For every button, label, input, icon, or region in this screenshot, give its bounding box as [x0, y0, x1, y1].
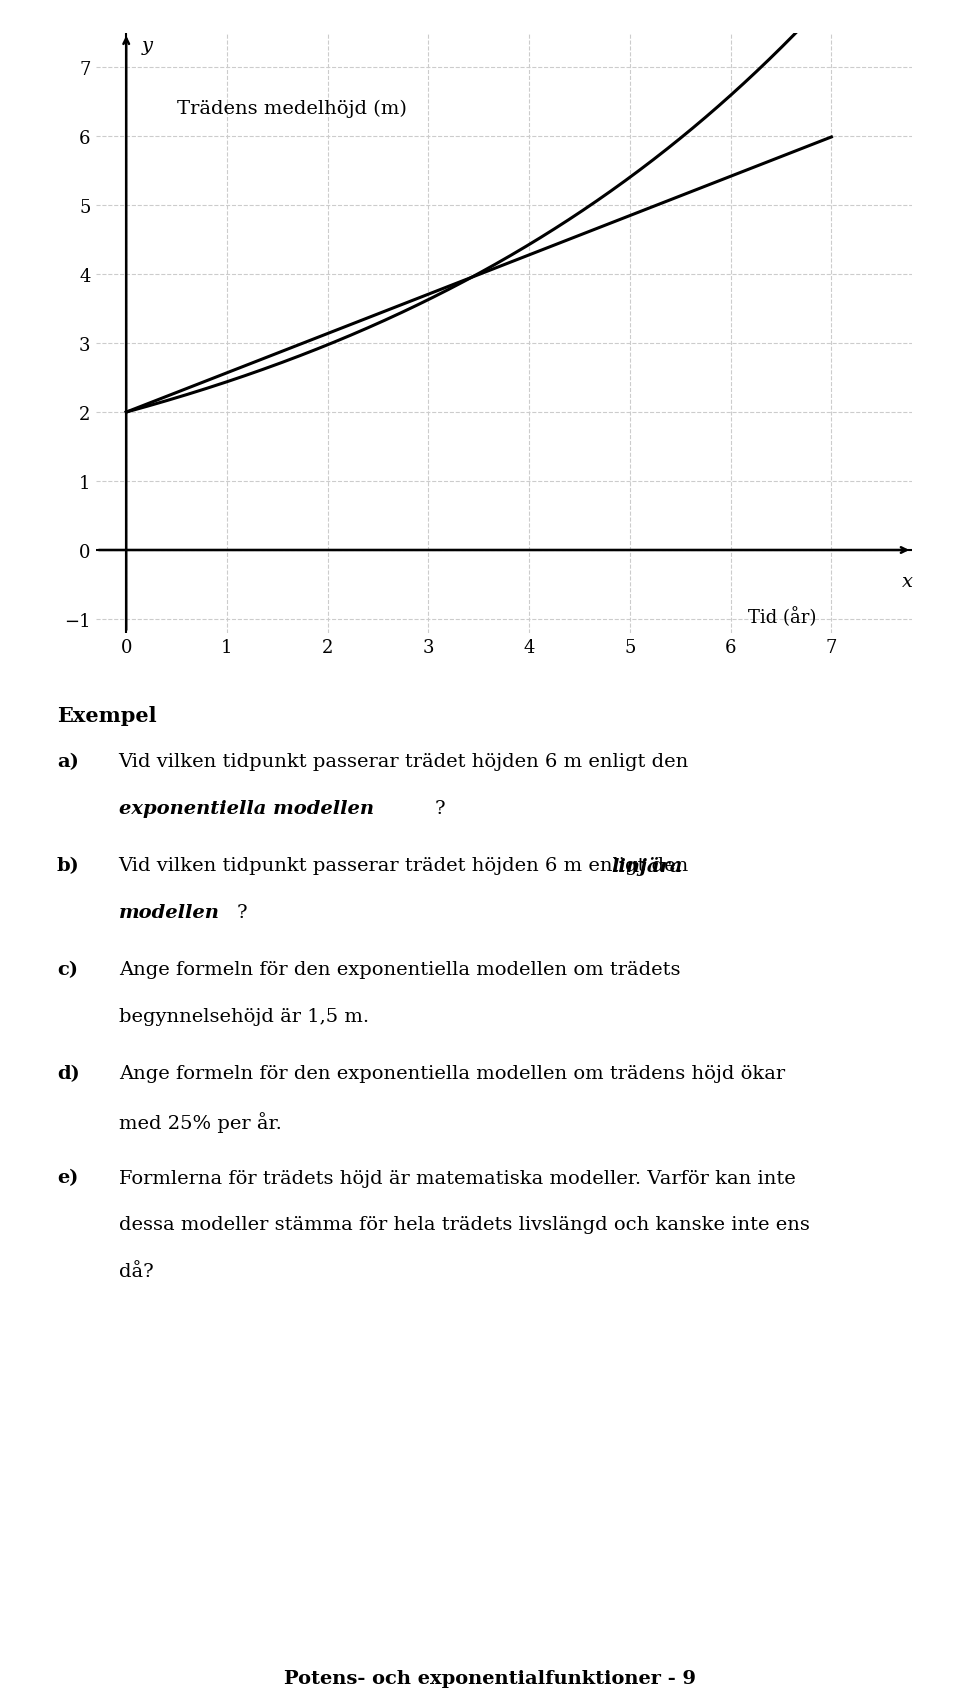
Text: e): e) — [57, 1169, 78, 1187]
Text: med 25% per år.: med 25% per år. — [119, 1111, 281, 1132]
Text: a): a) — [57, 753, 79, 770]
Text: Ange formeln för den exponentiella modellen om trädets: Ange formeln för den exponentiella model… — [119, 961, 680, 978]
Text: då?: då? — [119, 1262, 154, 1280]
Text: Formlerna för trädets höjd är matematiska modeller. Varför kan inte: Formlerna för trädets höjd är matematisk… — [119, 1169, 796, 1187]
Text: ?: ? — [237, 904, 248, 921]
Text: x: x — [901, 573, 912, 591]
Text: y: y — [141, 37, 153, 56]
Text: Ange formeln för den exponentiella modellen om trädens höjd ökar: Ange formeln för den exponentiella model… — [119, 1064, 784, 1083]
Text: linjära: linjära — [612, 856, 683, 875]
Text: Tid (år): Tid (år) — [748, 606, 816, 627]
Text: Potens- och exponentialfunktioner - 9: Potens- och exponentialfunktioner - 9 — [283, 1669, 696, 1687]
Text: dessa modeller stämma för hela trädets livslängd och kanske inte ens: dessa modeller stämma för hela trädets l… — [119, 1216, 809, 1233]
Text: Exempel: Exempel — [57, 706, 156, 726]
Text: Vid vilken tidpunkt passerar trädet höjden 6 m enligt den: Vid vilken tidpunkt passerar trädet höjd… — [119, 753, 689, 770]
Text: Vid vilken tidpunkt passerar trädet höjden 6 m enligt den: Vid vilken tidpunkt passerar trädet höjd… — [119, 856, 695, 875]
Text: modellen: modellen — [119, 904, 220, 921]
Text: b): b) — [57, 856, 80, 875]
Text: Trädens medelhöjd (m): Trädens medelhöjd (m) — [177, 100, 406, 118]
Text: d): d) — [57, 1064, 80, 1083]
Text: begynnelsehöjd är 1,5 m.: begynnelsehöjd är 1,5 m. — [119, 1007, 369, 1025]
Text: c): c) — [57, 961, 78, 978]
Text: exponentiella modellen: exponentiella modellen — [119, 799, 373, 817]
Text: ?: ? — [435, 799, 445, 817]
